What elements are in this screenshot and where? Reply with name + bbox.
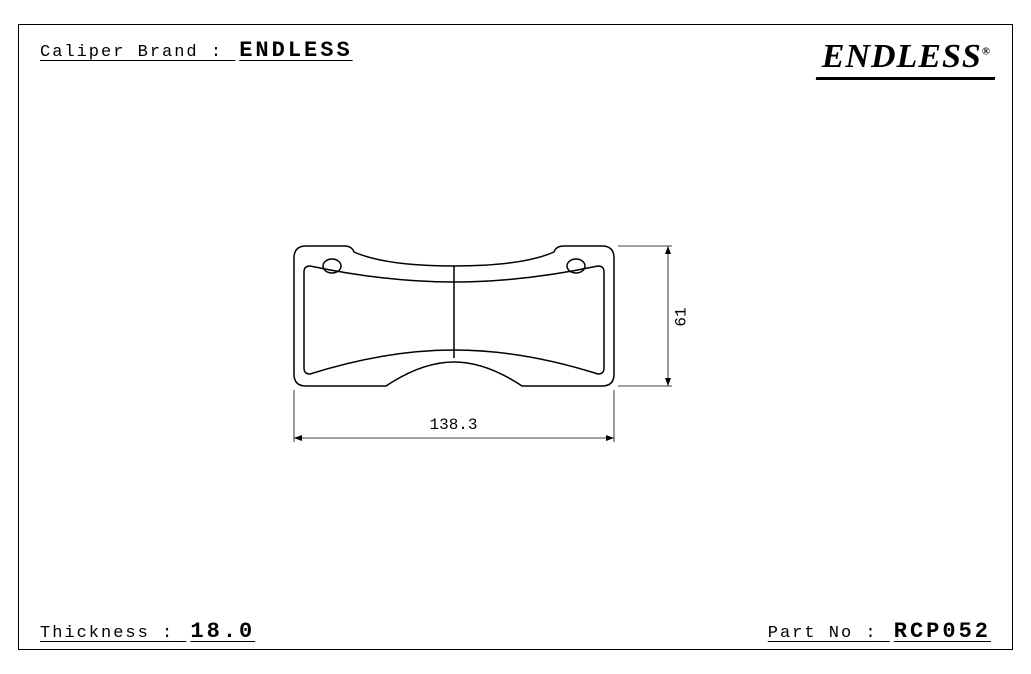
caliper-brand: Caliper Brand : ENDLESS (40, 38, 353, 63)
part-number: Part No : RCP052 (768, 619, 991, 644)
logo-registered: ® (982, 46, 991, 58)
thickness-label: Thickness : (40, 624, 174, 643)
thickness: Thickness : 18.0 (40, 619, 255, 644)
thickness-value: 18.0 (190, 619, 255, 644)
partno-value: RCP052 (894, 619, 991, 644)
brake-pad-svg (286, 242, 746, 472)
header-row: Caliper Brand : ENDLESS ENDLESS® (40, 38, 991, 80)
caliper-brand-value: ENDLESS (239, 38, 352, 63)
brand-logo: ENDLESS® (822, 38, 991, 80)
width-dimension-label: 138.3 (430, 416, 478, 434)
partno-label: Part No : (768, 624, 878, 643)
height-dimension-label: 61 (672, 307, 690, 326)
technical-drawing: 138.3 61 (0, 140, 1031, 574)
footer-row: Thickness : 18.0 Part No : RCP052 (40, 619, 991, 644)
logo-text: ENDLESS (822, 38, 982, 75)
caliper-brand-label: Caliper Brand : (40, 43, 223, 62)
